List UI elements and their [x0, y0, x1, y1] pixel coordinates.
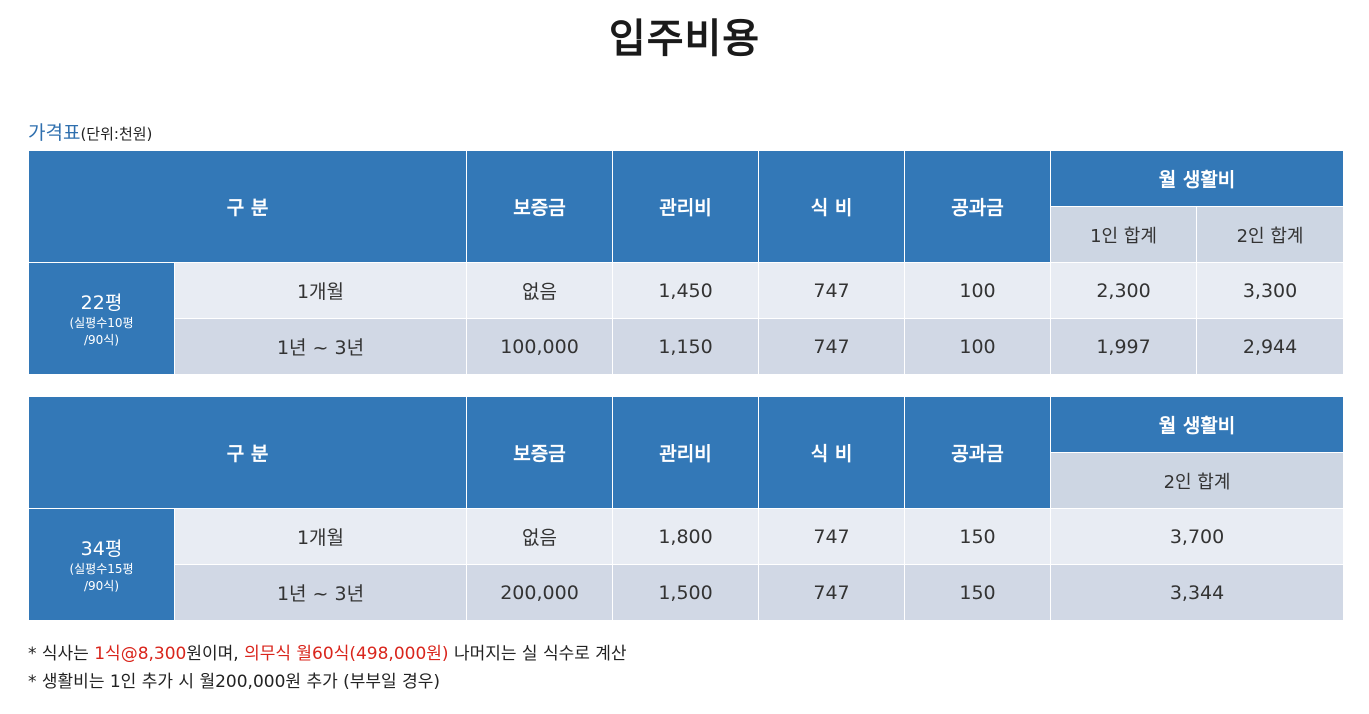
deposit-cell: 없음: [466, 262, 614, 319]
deposit-cell: 100,000: [466, 318, 614, 375]
period-cell: 1개월: [173, 508, 468, 565]
area-cell: 34평 (실평수15평 /90식): [28, 508, 175, 621]
footnotes: * 식사는 1식@8,300원이며, 의무식 월60식(498,000원) 나머…: [28, 640, 627, 696]
one-total-cell: 1,997: [1050, 318, 1198, 375]
header-monthly-living: 월 생활비: [1050, 150, 1345, 207]
utilities-cell: 100: [904, 262, 1052, 319]
page-title: 입주비용: [608, 16, 761, 62]
utilities-cell: 150: [904, 564, 1052, 621]
table-row: 1년 ~ 3년 100,000 1,150 747 100 1,997 2,94…: [29, 318, 1345, 375]
management-cell: 1,150: [612, 318, 760, 375]
header-two-person-total: 2인 합계: [1196, 206, 1345, 263]
note-highlight: 1식@8,300: [94, 644, 187, 664]
price-table-34: 구 분 보증금 관리비 식 비 공과금 월 생활비 2인 합계 34평 (실평수…: [27, 396, 1345, 621]
header-monthly-living: 월 생활비: [1050, 396, 1345, 453]
note-text: 원이며,: [186, 644, 245, 664]
one-total-cell: 2,300: [1050, 262, 1198, 319]
management-cell: 1,500: [612, 564, 760, 621]
table-row: 34평 (실평수15평 /90식) 1개월 없음 1,800 747 150 3…: [28, 508, 1345, 621]
meal-cell: 747: [758, 318, 906, 375]
area-note: /90식): [83, 579, 120, 593]
utilities-cell: 100: [904, 318, 1052, 375]
period-cell: 1년 ~ 3년: [173, 318, 468, 375]
header-meal: 식 비: [758, 150, 906, 263]
header-utilities: 공과금: [904, 396, 1052, 509]
header-deposit: 보증금: [466, 396, 614, 509]
area-cell: 22평 (실평수10평 /90식): [28, 262, 175, 375]
management-cell: 1,450: [612, 262, 760, 319]
caption-unit: (단위:천원): [80, 125, 153, 143]
two-total-cell: 3,344: [1050, 564, 1345, 621]
price-table-22: 구 분 보증금 관리비 식 비 공과금 월 생활비 1인 합계 2인 합계 22…: [27, 150, 1345, 375]
note-text: 나머지는 실 식수로 계산: [448, 644, 627, 664]
header-one-person-total: 1인 합계: [1050, 206, 1198, 263]
meal-note: * 식사는 1식@8,300원이며, 의무식 월60식(498,000원) 나머…: [28, 640, 627, 668]
area-note: (실평수15평: [69, 562, 134, 576]
management-cell: 1,800: [612, 508, 760, 565]
price-table-caption: 가격표(단위:천원): [28, 118, 152, 145]
two-total-cell: 3,300: [1196, 262, 1345, 319]
table-row: 22평 (실평수10평 /90식) 1개월 없음 1,450 747 100 2…: [28, 262, 1345, 375]
header-meal: 식 비: [758, 396, 906, 509]
note-text: * 식사는: [28, 644, 95, 664]
table-row: 1년 ~ 3년 200,000 1,500 747 150 3,344: [29, 564, 1345, 621]
note-highlight: 의무식 월60식(498,000원): [244, 644, 449, 664]
deposit-cell: 200,000: [466, 564, 614, 621]
header-category: 구 분: [27, 396, 468, 509]
caption-label: 가격표: [28, 122, 81, 144]
meal-cell: 747: [758, 564, 906, 621]
two-total-cell: 3,700: [1050, 508, 1345, 565]
header-utilities: 공과금: [904, 150, 1052, 263]
area-note: (실평수10평: [69, 316, 134, 330]
area-note: /90식): [83, 333, 120, 347]
living-cost-note: * 생활비는 1인 추가 시 월200,000원 추가 (부부일 경우): [28, 672, 440, 692]
area-size: 22평: [80, 292, 123, 314]
two-total-cell: 2,944: [1196, 318, 1345, 375]
header-deposit: 보증금: [466, 150, 614, 263]
period-cell: 1년 ~ 3년: [173, 564, 468, 621]
utilities-cell: 150: [904, 508, 1052, 565]
header-category: 구 분: [27, 150, 468, 263]
header-management: 관리비: [612, 396, 760, 509]
header-management: 관리비: [612, 150, 760, 263]
header-two-person-total: 2인 합계: [1050, 452, 1345, 509]
meal-cell: 747: [758, 508, 906, 565]
meal-cell: 747: [758, 262, 906, 319]
period-cell: 1개월: [173, 262, 468, 319]
area-size: 34평: [80, 538, 123, 560]
deposit-cell: 없음: [466, 508, 614, 565]
